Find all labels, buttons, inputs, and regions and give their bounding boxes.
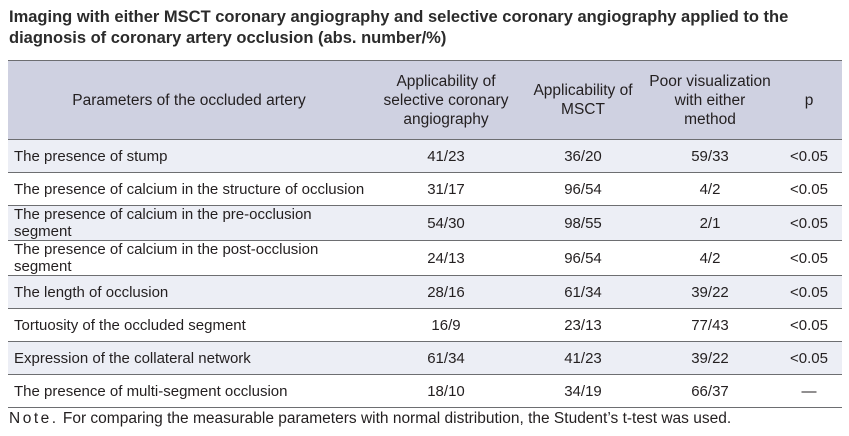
table-row: The presence of multi-segment occlusion 1… (8, 374, 842, 408)
cell-selective: 61/34 (370, 341, 522, 375)
cell-msct: 36/20 (522, 139, 644, 173)
cell-p: <0.05 (776, 205, 842, 241)
cell-poor-visualization: 2/1 (644, 205, 776, 241)
cell-msct: 61/34 (522, 275, 644, 309)
cell-selective: 28/16 (370, 275, 522, 309)
header-msct: Applicability of MSCT (522, 60, 644, 140)
cell-parameter: The presence of calcium in the post-occl… (8, 240, 370, 276)
cell-msct: 96/54 (522, 172, 644, 206)
cell-poor-visualization: 39/22 (644, 341, 776, 375)
cell-parameter: The presence of calcium in the pre-occlu… (8, 205, 370, 241)
table-row: Expression of the collateral network 61/3… (8, 341, 842, 375)
table-row: Tortuosity of the occluded segment 16/9 23… (8, 308, 842, 342)
table-note: Note. For comparing the measurable param… (9, 409, 841, 429)
table-row: The presence of stump 41/23 36/20 59/33 <0.0… (8, 139, 842, 173)
table-row: The length of occlusion 28/16 61/34 39/22 <0… (8, 275, 842, 309)
cell-msct: 34/19 (522, 374, 644, 408)
cell-selective: 41/23 (370, 139, 522, 173)
cell-p: <0.05 (776, 240, 842, 276)
header-p: p (776, 60, 842, 140)
note-lead: Note. (9, 410, 59, 427)
header-poor-visualization: Poor visualization with either method (644, 60, 776, 140)
cell-msct: 98/55 (522, 205, 644, 241)
cell-selective: 54/30 (370, 205, 522, 241)
table-title: Imaging with either MSCT coronary angiog… (9, 8, 789, 47)
cell-poor-visualization: 4/2 (644, 172, 776, 206)
cell-parameter: The presence of stump (8, 139, 370, 173)
cell-parameter: Expression of the collateral network (8, 341, 370, 375)
cell-selective: 16/9 (370, 308, 522, 342)
header-parameter: Parameters of the occluded artery (8, 60, 370, 140)
cell-msct: 96/54 (522, 240, 644, 276)
cell-poor-visualization: 66/37 (644, 374, 776, 408)
cell-p: <0.05 (776, 139, 842, 173)
cell-msct: 23/13 (522, 308, 644, 342)
header-selective: Applicability of selective coronary angi… (370, 60, 522, 140)
table-row: The presence of calcium in the pre-occlu… (8, 205, 842, 241)
table-row: The presence of calcium in the structure… (8, 172, 842, 206)
cell-selective: 31/17 (370, 172, 522, 206)
header-row: Parameters of the occluded artery Applic… (8, 60, 842, 140)
cell-parameter: The length of occlusion (8, 275, 370, 309)
cell-poor-visualization: 59/33 (644, 139, 776, 173)
table-row: The presence of calcium in the post-occl… (8, 240, 842, 276)
cell-parameter: Tortuosity of the occluded segment (8, 308, 370, 342)
cell-p: <0.05 (776, 172, 842, 206)
cell-selective: 18/10 (370, 374, 522, 408)
cell-poor-visualization: 4/2 (644, 240, 776, 276)
cell-poor-visualization: 39/22 (644, 275, 776, 309)
cell-selective: 24/13 (370, 240, 522, 276)
cell-poor-visualization: 77/43 (644, 308, 776, 342)
note-text: For comparing the measurable parameters … (58, 410, 732, 427)
cell-p: <0.05 (776, 275, 842, 309)
cell-p: <0.05 (776, 341, 842, 375)
cell-parameter: The presence of calcium in the structure… (8, 172, 370, 206)
cell-msct: 41/23 (522, 341, 644, 375)
cell-parameter: The presence of multi-segment occlusion (8, 374, 370, 408)
cell-p: <0.05 (776, 308, 842, 342)
cell-p: — (776, 374, 842, 408)
results-table: Parameters of the occluded artery Applic… (8, 60, 842, 408)
